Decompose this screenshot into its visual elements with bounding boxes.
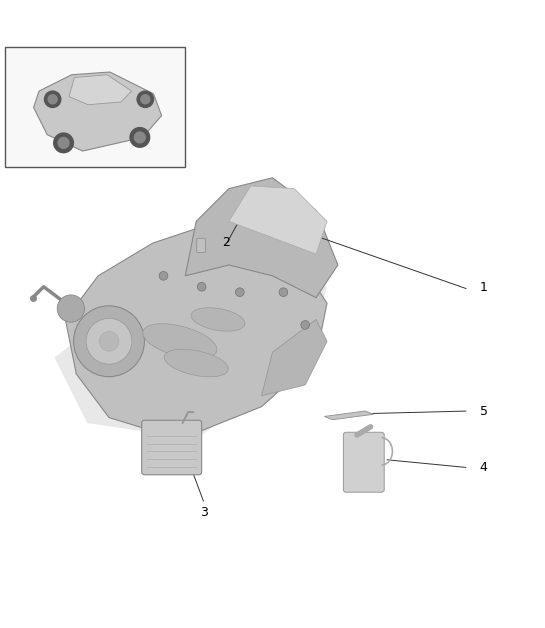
Text: 5: 5 [480, 404, 488, 418]
Ellipse shape [143, 323, 217, 359]
Circle shape [74, 306, 144, 377]
Text: 2: 2 [222, 236, 230, 249]
FancyBboxPatch shape [5, 47, 185, 167]
Circle shape [58, 138, 69, 148]
Circle shape [159, 271, 168, 280]
Ellipse shape [191, 308, 245, 331]
Circle shape [48, 95, 57, 104]
Polygon shape [69, 75, 132, 105]
Circle shape [86, 318, 132, 364]
Circle shape [130, 127, 150, 147]
Circle shape [57, 295, 84, 322]
Polygon shape [324, 411, 373, 420]
Circle shape [45, 91, 61, 107]
FancyBboxPatch shape [343, 432, 384, 492]
Circle shape [301, 320, 310, 329]
Circle shape [135, 132, 145, 143]
Polygon shape [54, 232, 327, 440]
Text: 3: 3 [201, 506, 208, 519]
Ellipse shape [164, 349, 228, 377]
FancyBboxPatch shape [197, 238, 205, 252]
Polygon shape [185, 178, 338, 298]
Polygon shape [65, 221, 327, 440]
Text: 1: 1 [480, 281, 487, 295]
FancyBboxPatch shape [142, 420, 202, 475]
Polygon shape [229, 186, 327, 254]
Polygon shape [262, 320, 327, 396]
Circle shape [235, 288, 244, 296]
Circle shape [279, 288, 288, 296]
Circle shape [141, 95, 150, 104]
Circle shape [99, 332, 119, 351]
Text: 4: 4 [480, 461, 487, 474]
Polygon shape [34, 72, 162, 151]
Circle shape [54, 133, 74, 153]
Circle shape [197, 283, 206, 291]
Circle shape [137, 91, 154, 107]
